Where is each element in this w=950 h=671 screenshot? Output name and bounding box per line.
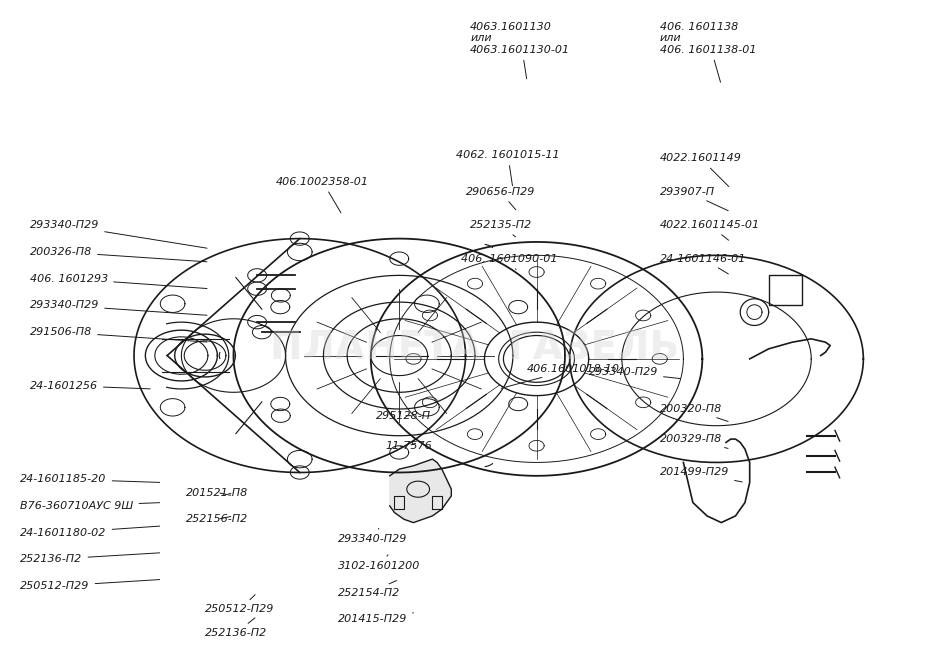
Text: 406.1601018-10: 406.1601018-10 [502,364,620,389]
Text: 4022.1601145-01: 4022.1601145-01 [659,220,760,240]
Text: 293340-П29: 293340-П29 [29,301,207,315]
Text: 4063.1601130
или
4063.1601130-01: 4063.1601130 или 4063.1601130-01 [470,21,570,79]
Text: 3102-1601200: 3102-1601200 [337,555,420,571]
Text: 4022.1601149: 4022.1601149 [659,154,742,187]
Text: 406.1002358-01: 406.1002358-01 [276,177,370,213]
Text: 293340-П29: 293340-П29 [589,367,680,378]
Text: ПЛАНЕТА  ГАЗЕЛЬ: ПЛАНЕТА ГАЗЕЛЬ [271,330,679,368]
Text: 200329-П8: 200329-П8 [659,434,728,448]
Text: В76-360710АУС 9Ш: В76-360710АУС 9Ш [20,501,160,511]
Text: 293340-П29: 293340-П29 [29,220,207,248]
Polygon shape [390,459,451,523]
Text: 252154-П2: 252154-П2 [337,580,400,598]
Text: 291506-П8: 291506-П8 [29,327,207,342]
Text: 406. 1601090-01: 406. 1601090-01 [461,254,558,270]
Text: 4062. 1601015-11: 4062. 1601015-11 [456,150,560,186]
Text: 252135-П2: 252135-П2 [470,220,533,237]
Text: 293907-П: 293907-П [659,187,729,211]
Text: 200326-П8: 200326-П8 [29,247,207,262]
Text: 406. 1601293: 406. 1601293 [29,274,207,289]
Text: 24-1601180-02: 24-1601180-02 [20,526,160,537]
Text: 290656-П29: 290656-П29 [466,187,535,210]
Text: 250512-П29: 250512-П29 [20,580,160,591]
Text: 406. 1601138
или
406. 1601138-01: 406. 1601138 или 406. 1601138-01 [659,21,756,83]
Text: 295128-П: 295128-П [375,411,430,421]
Text: 293340-П29: 293340-П29 [337,528,407,544]
Text: 252136-П2: 252136-П2 [20,553,160,564]
Text: 24-1601256: 24-1601256 [29,380,150,391]
Text: 201499-П29: 201499-П29 [659,468,742,482]
Text: 252156-П2: 252156-П2 [186,514,248,524]
Text: 24-1601146-01: 24-1601146-01 [659,254,746,274]
Text: 252136-П2: 252136-П2 [205,618,267,638]
Text: 24-1601185-20: 24-1601185-20 [20,474,160,484]
Text: 201415-П29: 201415-П29 [337,613,413,625]
Text: 11-7576: 11-7576 [385,441,431,451]
Text: 201521-П8: 201521-П8 [186,488,248,497]
Text: 200320-П8: 200320-П8 [659,404,728,421]
Text: 250512-П29: 250512-П29 [205,595,275,615]
